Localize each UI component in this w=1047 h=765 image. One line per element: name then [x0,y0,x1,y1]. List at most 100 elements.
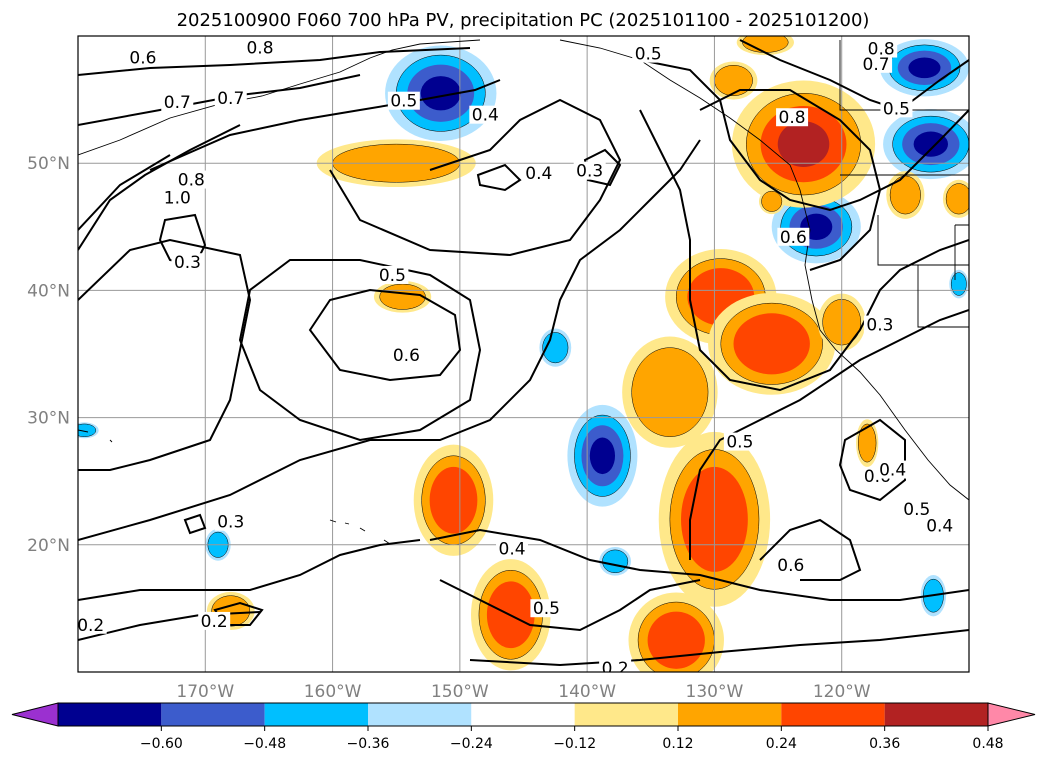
contour-label-text: 0.4 [879,461,906,481]
lon-tick-label: 170°W [176,682,234,702]
lat-tick-label: 30°N [27,409,70,429]
pv-contour-0.4-north [329,98,622,257]
contour-label-text: 0.7 [164,93,191,113]
precip-level-fill [78,423,97,437]
alaska-panhandle-coastline [559,39,969,501]
contour-label: 0.4 [876,460,909,481]
contour-label-text: 0.5 [635,45,662,65]
colorbar-extend-max [987,702,1036,727]
contour-label-text: 0.8 [178,171,205,191]
colorbar-swatch [574,703,678,726]
contour-label-background [774,555,807,574]
colorbar-tick-label: −0.36 [347,736,390,752]
islands [78,429,391,545]
contour-label-text: 0.4 [499,539,526,559]
colorbar-swatch [884,703,988,726]
contour-label-text: 0.3 [174,253,201,273]
colorbar-extend-min [11,702,59,727]
contour-label: 0.2 [78,615,107,636]
pv-contour-0.5-east [759,518,862,581]
pv-contour-0.6-southeast [689,309,969,560]
contour-label-background [214,89,247,108]
contour-label-text: 0.4 [525,164,552,184]
contour-label-background [376,265,409,284]
precip-level-fill [950,272,967,296]
pv-contour-0.7-ne [699,89,882,271]
contour-label-text: 0.3 [866,316,893,336]
pv-contour-0.4-central [78,139,701,541]
contour-label: 0.7 [860,54,893,75]
precip-level-fill [379,283,426,310]
precip-region [883,109,969,180]
contour-label: 0.3 [573,161,606,182]
contour-label-background [126,48,159,67]
precip-region [622,336,718,448]
contour-label-text: 0.7 [217,89,244,109]
contour-label-background [880,99,913,118]
precip-region [599,547,632,576]
contour-label-text: 0.8 [868,40,895,60]
pv-contour-0.5-north [149,79,501,171]
precip-level-fill [714,65,753,97]
colorbar: −0.60 −0.48 −0.36 −0.24 −0.12 0.12 0.24 0.36 0.4… [11,702,1036,752]
precip-region [413,444,494,556]
contour-label: 1.0 [161,188,194,208]
contour-label: 0.4 [469,105,502,126]
precip-level-fill [908,57,941,79]
contour-label-text: 0.5 [533,599,560,619]
lon-tick-label: 120°W [813,682,871,702]
contour-label: 0.3 [863,315,896,336]
contour-label-text: 0.4 [926,517,953,537]
pv-contour-0.4-south [429,528,969,601]
precip-level-fill [742,36,789,53]
lat-lon-gridlines [78,36,969,672]
precip-level-fill [858,423,877,463]
contour-label: 0.3 [171,253,204,273]
colorbar-tick-label: 0.24 [766,736,797,752]
colorbar-swatch [368,703,472,726]
contour-label-text: 0.6 [129,48,156,68]
pv-contour-1.0-left [78,124,241,251]
colorbar-tick-label: 0.12 [662,736,693,752]
contour-label-text: 0.5 [883,99,910,119]
contour-label: 0.5 [880,99,913,119]
contour-label: 0.5 [900,500,933,520]
contour-label: 0.2 [599,659,632,672]
pv-contour-small-island [183,513,207,535]
contour-label: 0.5 [723,432,756,453]
colorbar-swatch [264,703,368,726]
contour-label: 0.6 [774,555,807,576]
contour-label: 0.5 [387,91,420,112]
contour-label-text: 0.6 [777,556,804,576]
precip-region [886,171,925,219]
pv-contour-0.6-north [78,47,471,76]
contour-label-text: 0.5 [390,92,417,112]
contour-label: 0.8 [175,170,208,191]
contour-label-background [923,516,956,535]
pv-contour-lines [78,39,969,667]
contour-label-background [214,512,247,531]
precip-level-fill [777,121,830,168]
contour-label-text: 0.2 [201,612,228,632]
contour-label-text: 0.5 [726,433,753,453]
contour-label-text: 0.3 [576,162,603,182]
colorbar-tick-label: 0.48 [972,736,1003,752]
precip-level-fill [589,437,616,475]
contour-label-background [161,188,194,207]
precip-level-fill [761,190,783,212]
contour-label-text: 0.5 [379,266,406,286]
contour-label: 0.5 [530,599,563,619]
contour-label-background [78,615,107,634]
precip-level-fill [429,466,478,534]
precip-region [628,592,724,672]
colorbar-swatch [471,703,575,726]
precip-region [567,404,638,507]
pv-contour-0.3-small-a [476,163,522,192]
lat-tick-label: 40°N [27,281,70,301]
contour-label: 0.8 [865,39,898,60]
colorbar-tick-label: −0.24 [450,736,493,752]
pv-contour-0.5-center [238,259,482,442]
contour-label: 0.7 [214,89,247,109]
pv-contour-0.5-south [439,579,701,632]
